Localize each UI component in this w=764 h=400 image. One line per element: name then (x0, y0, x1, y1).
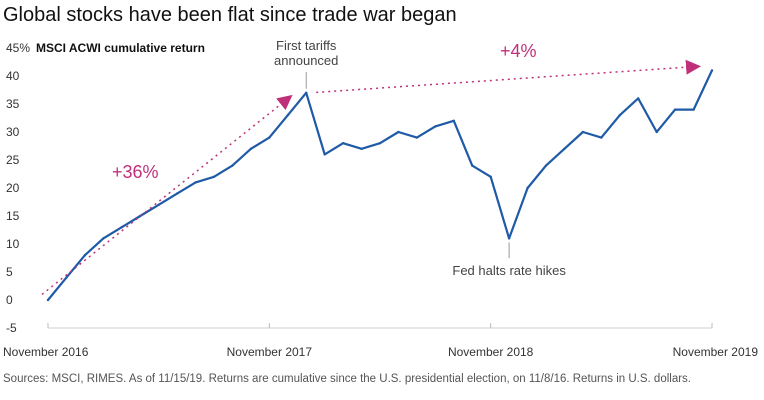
tariff-annotation-label: announced (274, 53, 338, 68)
x-axis: November 2016 November 2017 November 2018 N… (3, 323, 758, 359)
gain-label-4: +4% (500, 41, 537, 61)
y-tick-label: 30 (6, 125, 20, 139)
y-tick-label: 15 (6, 209, 20, 223)
x-tick-label: November 2017 (227, 345, 313, 359)
data-point (618, 114, 621, 117)
series-line (47, 69, 713, 301)
data-point (526, 186, 529, 190)
data-point (637, 97, 640, 100)
data-point (46, 298, 50, 302)
data-point (710, 69, 714, 72)
data-point (305, 91, 308, 95)
y-tick-label: 35 (6, 97, 20, 111)
data-point (286, 114, 289, 117)
data-point (323, 153, 326, 156)
data-point (268, 136, 271, 139)
data-point (65, 276, 68, 279)
y-axis: -5 0 5 10 15 20 25 30 35 40 45% (6, 41, 30, 335)
data-point (581, 130, 585, 134)
data-point (397, 130, 400, 134)
data-point (471, 164, 474, 167)
data-point (489, 175, 492, 178)
data-point (341, 142, 345, 145)
data-point (102, 237, 105, 240)
tariff-annotation-label: First tariffs (276, 38, 337, 53)
y-tick-label: 0 (6, 293, 13, 307)
y-tick-label: 25 (6, 153, 20, 167)
data-point (563, 147, 566, 150)
data-point (194, 181, 197, 184)
y-tick-label: 5 (6, 265, 13, 279)
data-point (507, 237, 511, 240)
data-point (673, 108, 677, 111)
data-point (157, 203, 160, 206)
data-point (692, 108, 695, 111)
data-point (655, 130, 658, 134)
data-point (434, 125, 437, 128)
y-axis-label: MSCI ACWI cumulative return (36, 41, 205, 55)
data-point (212, 175, 216, 178)
series-layer (46, 69, 714, 302)
gain-label-36: +36% (112, 162, 159, 182)
data-point (415, 136, 419, 139)
data-point (600, 136, 603, 139)
data-point (360, 147, 363, 150)
data-point (249, 147, 253, 150)
data-point (231, 164, 234, 167)
data-point (120, 226, 123, 229)
y-tick-label: 20 (6, 181, 20, 195)
data-point (175, 192, 179, 195)
sources-footnote: Sources: MSCI, RIMES. As of 11/15/19. Re… (3, 373, 691, 385)
y-tick-label: 40 (6, 69, 20, 83)
data-point (452, 119, 455, 123)
data-point (83, 254, 87, 257)
chart-title: Global stocks have been flat since trade… (3, 4, 457, 26)
x-tick-label: November 2019 (673, 345, 759, 359)
fed-annotation-label: Fed halts rate hikes (452, 263, 566, 278)
data-point (544, 164, 548, 167)
data-point (378, 142, 382, 145)
y-tick-label: 45% (6, 41, 30, 55)
gain-arrow-4 (316, 59, 701, 94)
y-tick-label: 10 (6, 237, 20, 251)
y-tick-label: -5 (6, 321, 17, 335)
gain-arrow-36 (41, 94, 293, 295)
x-tick-label: November 2018 (448, 345, 534, 359)
x-tick-label: November 2016 (3, 345, 89, 359)
